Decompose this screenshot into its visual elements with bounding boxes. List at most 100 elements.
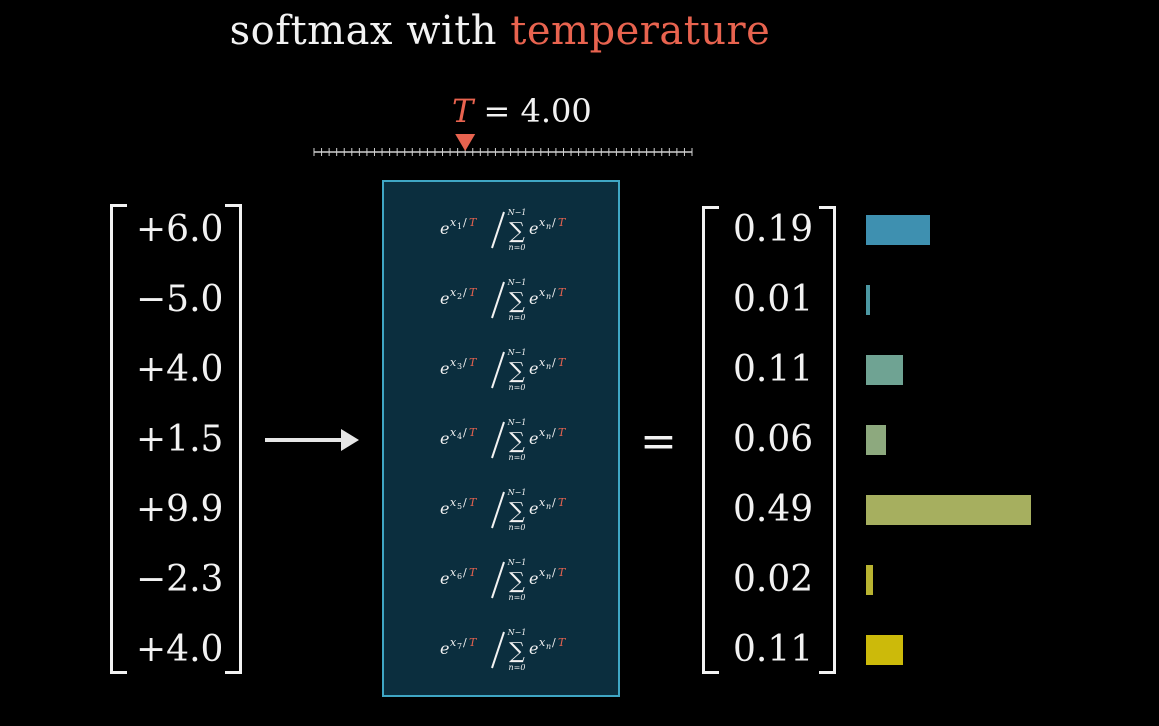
formula-slash: / xyxy=(463,216,467,229)
formula-temp: T xyxy=(469,286,478,299)
input-left-bracket xyxy=(110,204,127,674)
sum-symbol: ∑ xyxy=(509,359,525,384)
input-right-bracket xyxy=(225,204,242,674)
formula-base: e xyxy=(440,429,449,448)
formula-exp-var: x xyxy=(539,636,546,649)
input-value: +4.0 xyxy=(136,349,224,390)
formula-sum-index: n xyxy=(546,572,551,581)
softmax-formula: e x 2/TN−1∑n=0e x n / T xyxy=(440,278,567,322)
formula-slash: / xyxy=(552,426,556,439)
sum-lower: n=0 xyxy=(509,383,526,392)
formula-base: e xyxy=(440,639,449,658)
sum-lower: n=0 xyxy=(509,243,526,252)
title-accent: temperature xyxy=(510,8,771,54)
formula-index: 3 xyxy=(457,362,462,371)
output-right-bracket xyxy=(819,206,836,674)
sum-lower: n=0 xyxy=(509,523,526,532)
formula-slash: / xyxy=(463,636,467,649)
softmax-formula: e x 6/TN−1∑n=0e x n / T xyxy=(440,558,567,602)
sum-upper: N−1 xyxy=(507,558,527,567)
formula-base: e xyxy=(529,499,538,518)
formula-slash: / xyxy=(463,426,467,439)
formula-slash: / xyxy=(463,566,467,579)
output-value: 0.06 xyxy=(733,419,814,460)
formula-temp: T xyxy=(558,496,567,509)
arrow-icon xyxy=(265,429,359,451)
input-value: +1.5 xyxy=(136,419,224,460)
sum-symbol: ∑ xyxy=(509,289,525,314)
output-value: 0.11 xyxy=(733,629,814,670)
page-title: softmax with temperature xyxy=(0,8,1000,54)
formula-slash: / xyxy=(463,356,467,369)
sum-upper: N−1 xyxy=(507,348,527,357)
input-value: +4.0 xyxy=(136,629,224,670)
formula-exp-var: x xyxy=(450,426,457,439)
probability-bar xyxy=(866,355,904,385)
output-value: 0.49 xyxy=(733,489,814,530)
formula-index: 7 xyxy=(457,642,462,651)
probability-bar xyxy=(866,215,930,245)
output-value: 0.01 xyxy=(733,279,814,320)
formula-slash: / xyxy=(552,356,556,369)
sum-lower: n=0 xyxy=(509,453,526,462)
sum-upper: N−1 xyxy=(507,278,527,287)
title-prefix: softmax with xyxy=(229,8,498,54)
formula-slash: / xyxy=(552,216,556,229)
fraction-slash xyxy=(491,491,505,529)
formula-temp: T xyxy=(469,216,478,229)
fraction-slash xyxy=(491,421,505,459)
sum-symbol: ∑ xyxy=(509,429,525,454)
output-value: 0.19 xyxy=(733,209,814,250)
formula-exp-var: x xyxy=(450,286,457,299)
input-value: +6.0 xyxy=(136,209,224,250)
formula-base: e xyxy=(440,359,449,378)
formula-exp-var: x xyxy=(539,426,546,439)
formula-slash: / xyxy=(552,566,556,579)
sum-upper: N−1 xyxy=(507,488,527,497)
sum-upper: N−1 xyxy=(507,418,527,427)
slider-handle[interactable] xyxy=(455,134,476,151)
formula-temp: T xyxy=(558,636,567,649)
sum-lower: n=0 xyxy=(509,593,526,602)
formula-temp: T xyxy=(469,636,478,649)
formula-base: e xyxy=(440,569,449,588)
softmax-formula: e x 4/TN−1∑n=0e x n / T xyxy=(440,418,567,462)
sum-symbol: ∑ xyxy=(509,639,525,664)
formula-temp: T xyxy=(558,286,567,299)
formula-base: e xyxy=(529,569,538,588)
output-left-bracket xyxy=(702,206,719,674)
formula-index: 6 xyxy=(457,572,462,581)
formula-exp-var: x xyxy=(539,356,546,369)
formula-base: e xyxy=(529,429,538,448)
formula-slash: / xyxy=(552,636,556,649)
formula-slash: / xyxy=(552,286,556,299)
formula-sum-index: n xyxy=(546,362,551,371)
softmax-formula: e x 3/TN−1∑n=0e x n / T xyxy=(440,348,567,392)
formula-slash: / xyxy=(552,496,556,509)
input-value: −2.3 xyxy=(136,559,224,600)
softmax-formula: e x 7/TN−1∑n=0e x n / T xyxy=(440,628,567,672)
formula-exp-var: x xyxy=(450,496,457,509)
sum-symbol: ∑ xyxy=(509,499,525,524)
formula-slash: / xyxy=(463,286,467,299)
sum-upper: N−1 xyxy=(507,628,527,637)
formula-base: e xyxy=(529,219,538,238)
formula-sum-index: n xyxy=(546,222,551,231)
softmax-formula: e x 5/TN−1∑n=0e x n / T xyxy=(440,488,567,532)
formula-temp: T xyxy=(469,566,478,579)
formula-base: e xyxy=(440,499,449,518)
probability-bar xyxy=(866,495,1031,525)
temperature-slider[interactable] xyxy=(308,128,698,164)
formula-index: 5 xyxy=(457,502,462,511)
formula-slash: / xyxy=(463,496,467,509)
formula-index: 4 xyxy=(457,432,462,441)
sum-upper: N−1 xyxy=(507,208,527,217)
fraction-slash xyxy=(491,561,505,599)
equals-sign: = xyxy=(640,416,677,467)
sum-symbol: ∑ xyxy=(509,569,525,594)
formula-temp: T xyxy=(558,566,567,579)
sum-symbol: ∑ xyxy=(509,219,525,244)
formula-sum-index: n xyxy=(546,432,551,441)
fraction-slash xyxy=(491,631,505,669)
